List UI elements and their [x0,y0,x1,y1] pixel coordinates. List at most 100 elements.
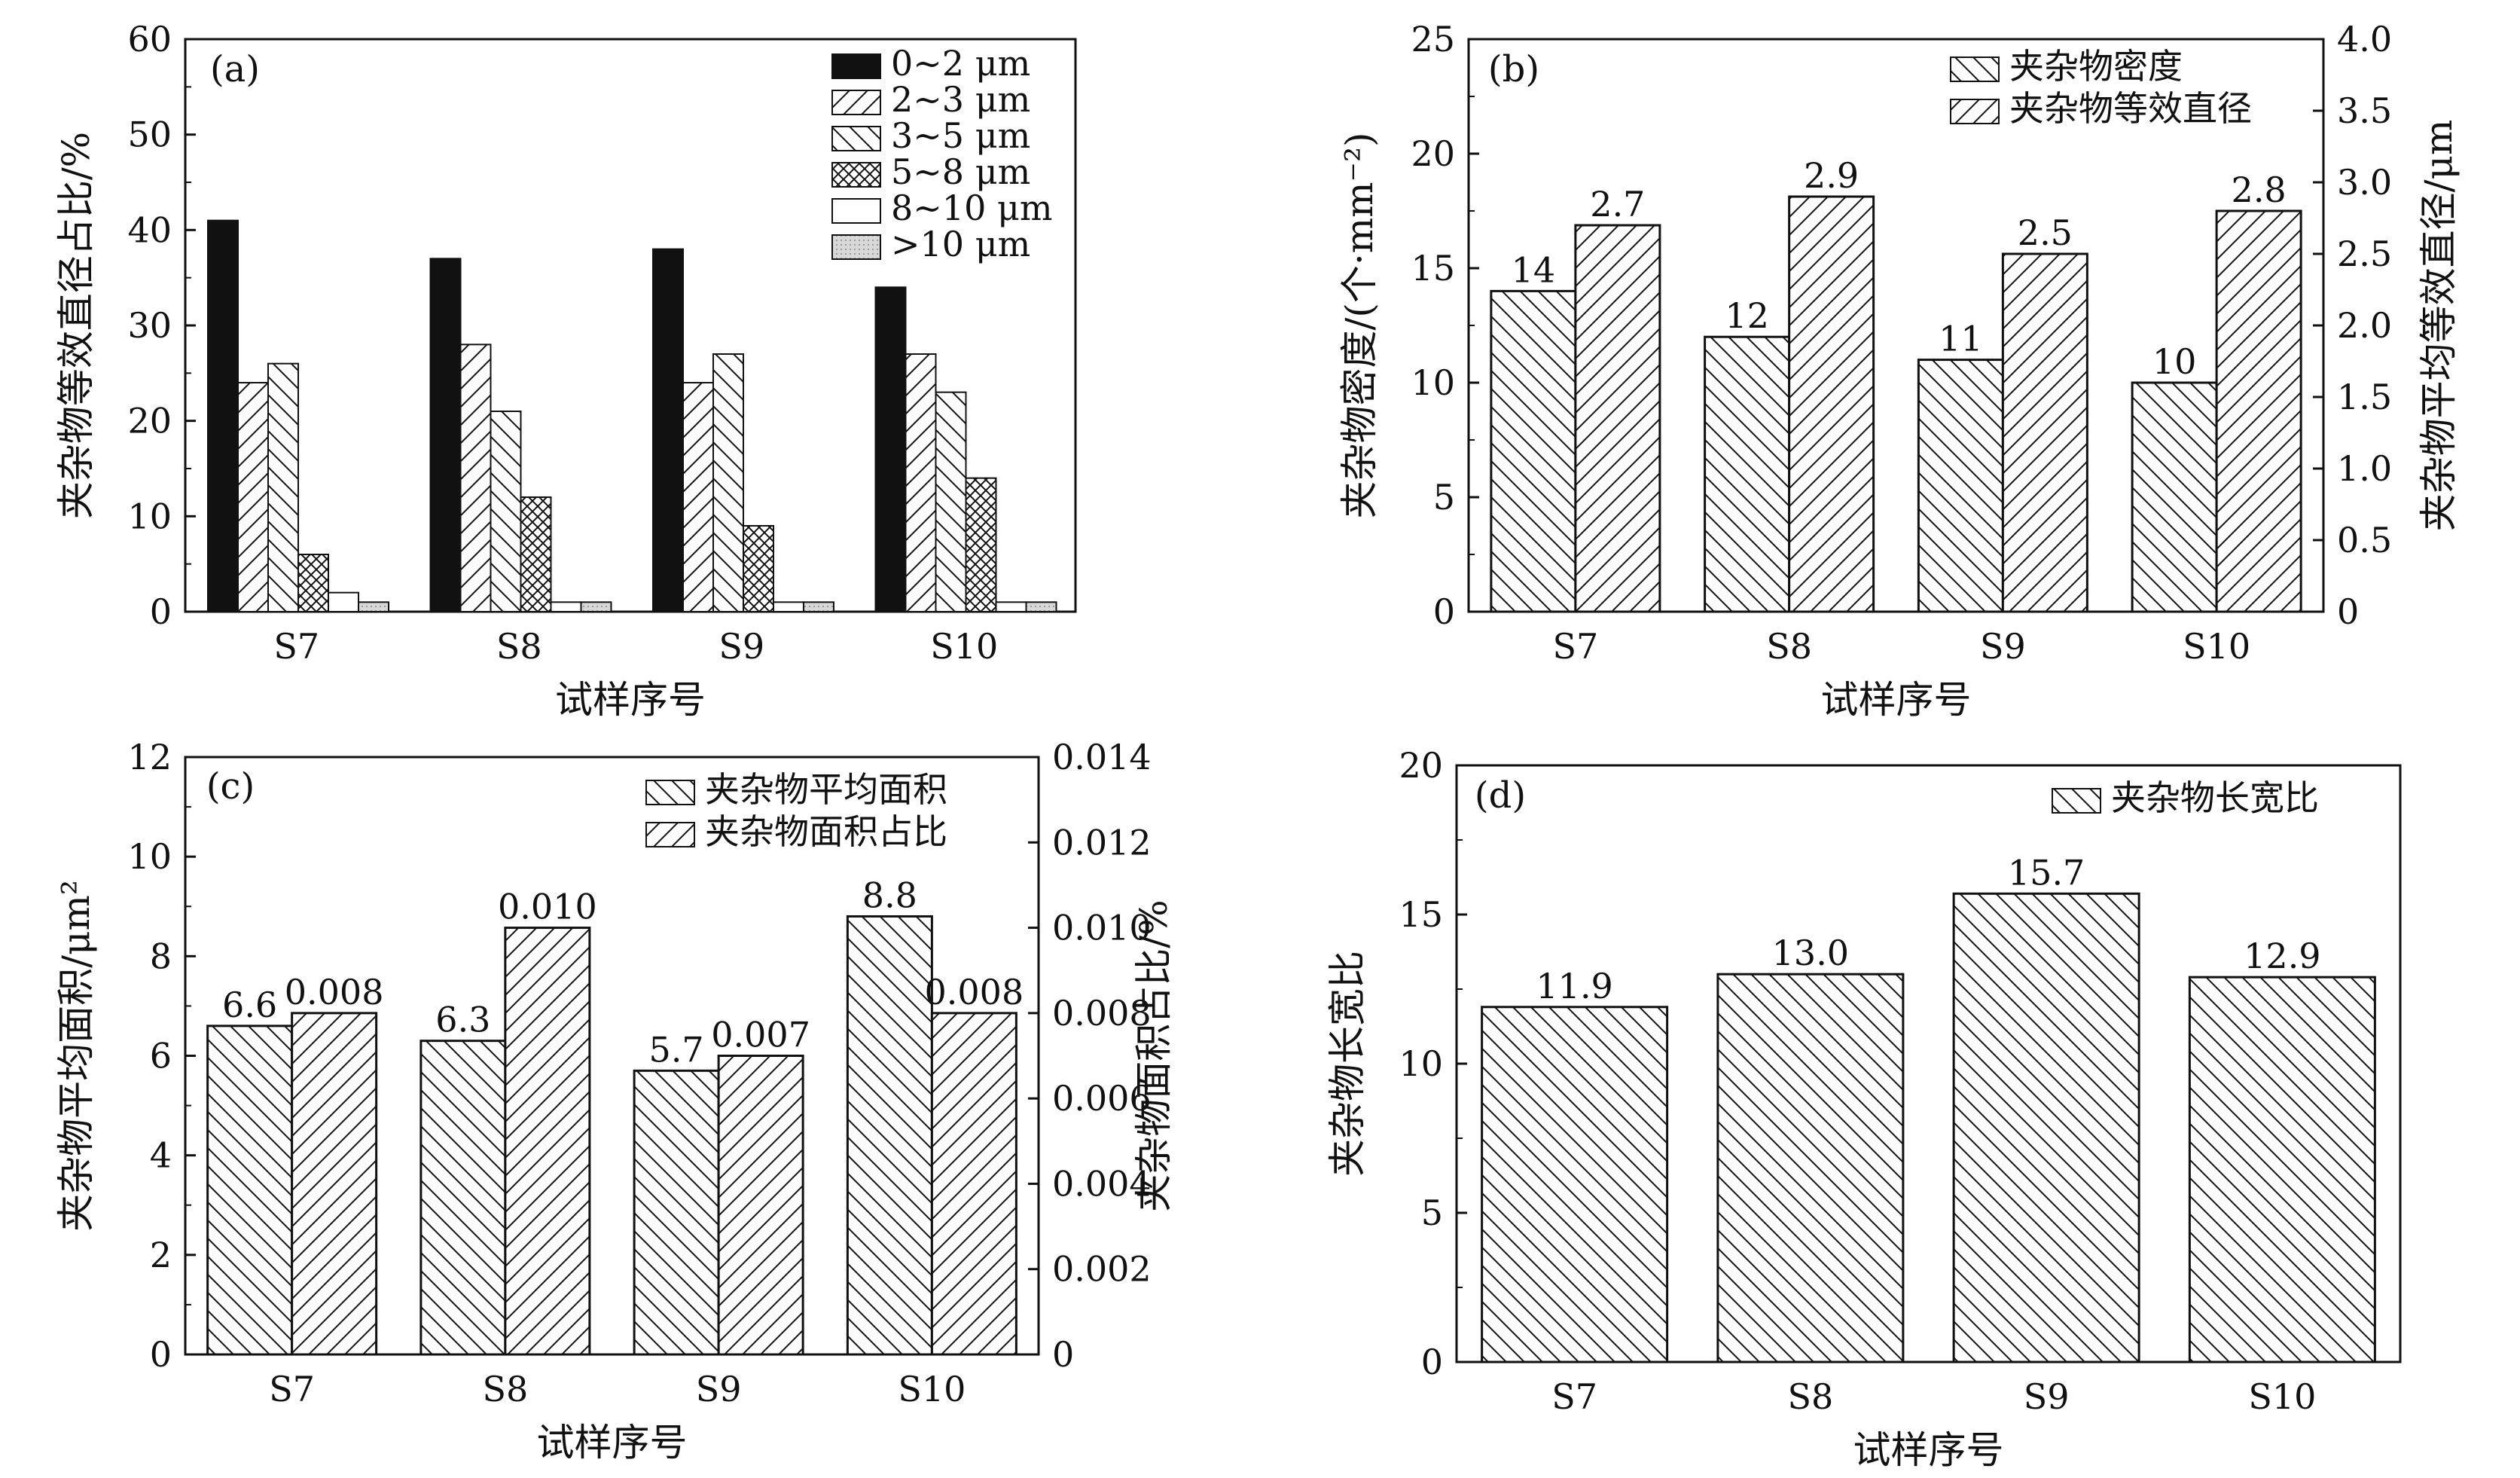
data-label: 15.7 [2008,852,2085,893]
y-right-tick-label: 0.006 [1052,1078,1152,1119]
y-tick-label: 5 [1421,1192,1443,1233]
bar [1917,359,2004,613]
y-tick-label: 15 [1399,894,1443,935]
bar [935,391,967,613]
bar [2215,209,2302,613]
y-axis-label: 夹杂物平均面积/μm² [54,880,98,1232]
y-tick-label: 10 [1399,1043,1443,1084]
legend-swatch [831,90,881,115]
data-label: 2.5 [2018,212,2073,253]
bar [905,353,937,612]
x-tick-label: S10 [2183,626,2250,667]
y-tick-label: 4 [150,1135,172,1176]
bar [652,248,684,612]
y-right-tick-label: 0 [2337,591,2359,632]
x-tick-label: S9 [1980,626,2026,667]
bar [930,1012,1017,1356]
bar [1481,1006,1669,1363]
bar [490,411,522,612]
y-right-tick-label: 2.5 [2337,234,2392,274]
legend-swatch [1950,99,2000,124]
legend-swatch [831,53,881,79]
y-tick-label: 25 [1411,19,1455,60]
x-tick-label: S9 [718,626,764,667]
bar [2188,976,2376,1363]
y-right-tick-label: 4.0 [2337,19,2392,60]
legend-swatch [831,198,881,224]
panel-label: (a) [210,48,260,90]
bar [874,286,907,612]
bar [267,362,299,612]
x-tick-label: S9 [2024,1376,2070,1417]
y-right-axis-label: 夹杂物面积占比/% [1132,899,1176,1211]
data-label: 5.7 [649,1029,704,1070]
bar [1490,289,1577,613]
panel-b: 0 5 10 15 20 25 0 0.5 1.0 1.5 2.0 2.5 3.0 3.5 4.0 S7 S8 S… [1338,19,2461,722]
y-tick-label: 10 [127,836,172,877]
y-tick-label: 0 [150,591,172,632]
y-tick-label: 10 [127,496,172,536]
panel-d: 0 5 10 15 20 S7 S8 S9 S10 11.9 13.0 15.7 12.9 (d) 夹杂物长… [1326,745,2402,1472]
panel-label: (c) [206,765,255,808]
y-tick-label: 12 [127,737,172,777]
bar [459,344,492,612]
y-right-tick-label: 0 [1052,1334,1074,1375]
y-right-tick-label: 0.5 [2337,520,2392,560]
x-tick-label: S8 [1787,1376,1833,1417]
y-tick-label: 60 [127,19,172,60]
bar [419,1040,507,1356]
data-label: 11.9 [1536,966,1612,1006]
legend-label: 5~8 μm [891,151,1030,192]
x-tick-label: S8 [496,626,542,667]
legend-label: >10 μm [891,224,1030,264]
x-tick-label: S7 [269,1369,315,1409]
bar [743,525,774,612]
y-tick-label: 40 [127,209,172,250]
bar [803,601,834,612]
x-axis-label: 试样序号 [537,1421,688,1464]
bar [328,591,359,613]
data-label: 14 [1512,249,1556,290]
y-tick-label: 0 [150,1334,172,1375]
legend-label: 3~5 μm [891,115,1030,156]
y-tick-label: 8 [150,936,172,976]
bar [520,496,552,612]
legend-label: 0~2 μm [891,43,1030,84]
x-axis-label: 试样序号 [1853,1428,2004,1472]
x-tick-label: S7 [273,626,319,667]
bar [297,554,329,612]
legend-label: 夹杂物面积占比 [705,811,947,852]
legend-swatch [1950,56,2000,82]
data-label: 2.8 [2232,169,2287,210]
bar [1025,601,1057,612]
legend-swatch [831,162,881,188]
x-tick-label: S10 [2248,1376,2316,1417]
bar [237,382,269,612]
y-axis-label: 夹杂物等效直径占比/% [54,132,98,519]
x-tick-label: S10 [930,626,998,667]
y-tick-label: 0 [1433,591,1455,632]
bar [965,477,997,613]
y-right-tick-label: 0.012 [1052,822,1152,863]
data-label: 6.3 [435,1000,490,1040]
legend-swatch [831,234,881,260]
y-tick-label: 20 [1411,133,1455,174]
bar [580,601,612,612]
y-axis-label: 夹杂物密度/(个·mm⁻²) [1338,132,1381,518]
bar [550,601,582,612]
bar [1574,224,1661,613]
x-axis-label: 试样序号 [555,678,706,722]
y-tick-label: 0 [1421,1342,1443,1382]
legend-label: 夹杂物长宽比 [2111,777,2319,818]
legend-swatch [831,126,881,151]
legend-label: 夹杂物平均面积 [705,769,947,810]
y-right-tick-label: 1.0 [2337,448,2392,489]
bar [2131,381,2218,613]
y-right-tick-label: 3.0 [2337,162,2392,203]
bar [773,601,804,612]
data-label: 2.9 [1804,155,1859,196]
x-tick-label: S10 [898,1369,966,1409]
data-label: 12 [1725,295,1769,336]
bar [712,353,744,612]
y-right-tick-label: 0.008 [1052,993,1152,1034]
